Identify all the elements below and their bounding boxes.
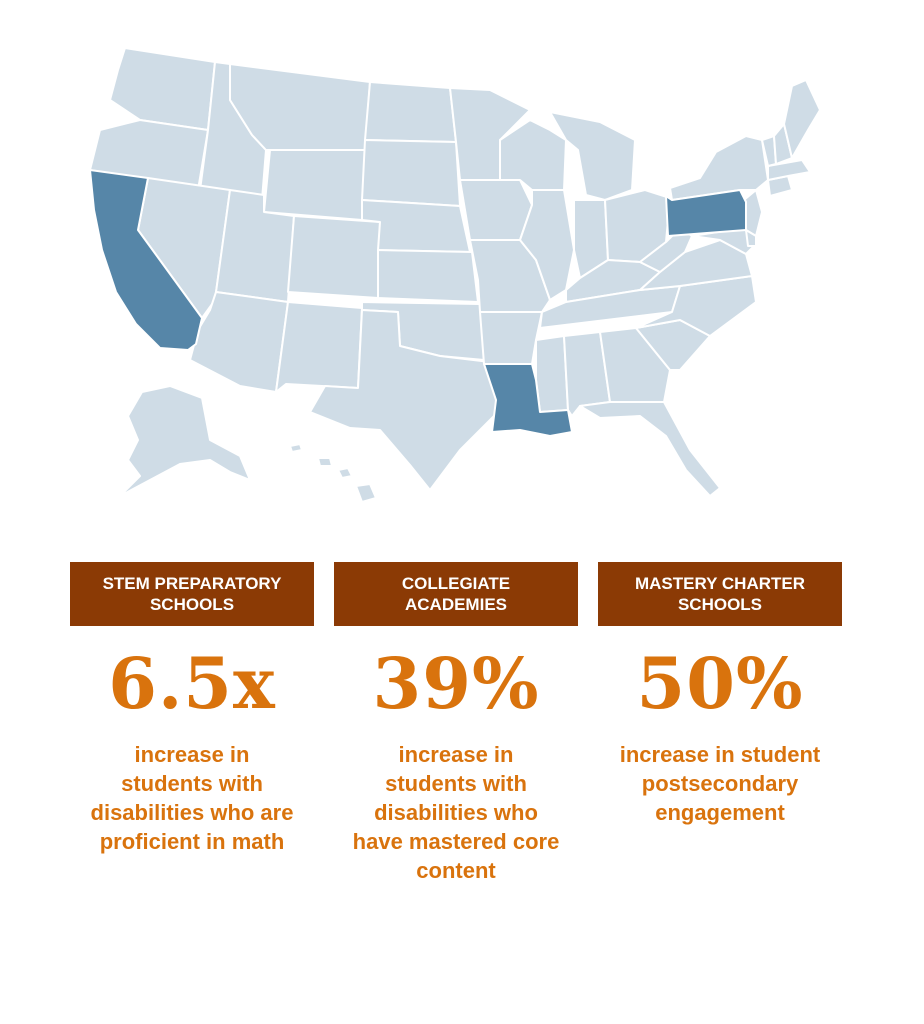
state-pennsylvania [665, 189, 747, 237]
state-massachusetts [767, 159, 811, 181]
stat-card-collegiate-academies: COLLEGIATE ACADEMIES 39% increase in stu… [334, 562, 578, 885]
state-wyoming [263, 149, 366, 221]
stat-header: STEM PREPARATORY SCHOOLS [70, 562, 314, 626]
stat-header: COLLEGIATE ACADEMIES [334, 562, 578, 626]
us-states-highlighted [89, 169, 747, 437]
stat-value: 6.5x [108, 642, 276, 725]
stat-header: MASTERY CHARTER SCHOOLS [598, 562, 842, 626]
us-states-base [89, 47, 821, 503]
state-north-dakota [364, 81, 457, 143]
stat-card-mastery-charter: MASTERY CHARTER SCHOOLS 50% increase in … [598, 562, 842, 827]
state-louisiana [483, 363, 573, 437]
stat-header-line: SCHOOLS [677, 595, 763, 614]
stat-description: increase in students with disabilities w… [90, 742, 294, 854]
stat-header-line: MASTERY CHARTER [634, 574, 805, 593]
state-iowa [459, 179, 533, 241]
stat-card-stem-preparatory: STEM PREPARATORY SCHOOLS 6.5x increase i… [70, 562, 314, 856]
state-washington [109, 47, 216, 131]
stat-header-line: STEM PREPARATORY [102, 574, 282, 593]
state-california [89, 169, 203, 351]
state-florida [579, 401, 721, 497]
us-map [80, 40, 840, 520]
state-south-dakota [361, 139, 461, 207]
state-new-york [669, 135, 769, 201]
state-colorado [287, 215, 381, 299]
us-map-svg [89, 47, 821, 503]
state-maine [783, 79, 821, 159]
stat-description: increase in student postsecondary engage… [619, 742, 821, 825]
state-delaware [745, 229, 757, 247]
state-mississippi [535, 335, 569, 413]
stat-header-line: ACADEMIES [404, 595, 507, 614]
stat-header-line: SCHOOLS [149, 595, 235, 614]
state-texas [309, 309, 501, 491]
state-illinois [519, 189, 575, 301]
stats-section: STEM PREPARATORY SCHOOLS 6.5x increase i… [0, 562, 924, 902]
state-new-mexico [275, 301, 363, 393]
state-hawaii [289, 443, 377, 503]
state-arkansas [479, 311, 543, 365]
stat-header-line: COLLEGIATE [401, 574, 511, 593]
state-alaska [119, 385, 251, 497]
stat-value: 50% [636, 642, 804, 725]
stat-description: increase in students with disabilities w… [352, 742, 560, 883]
stat-value: 39% [372, 642, 540, 725]
state-georgia [599, 327, 671, 403]
state-kansas [377, 249, 479, 303]
